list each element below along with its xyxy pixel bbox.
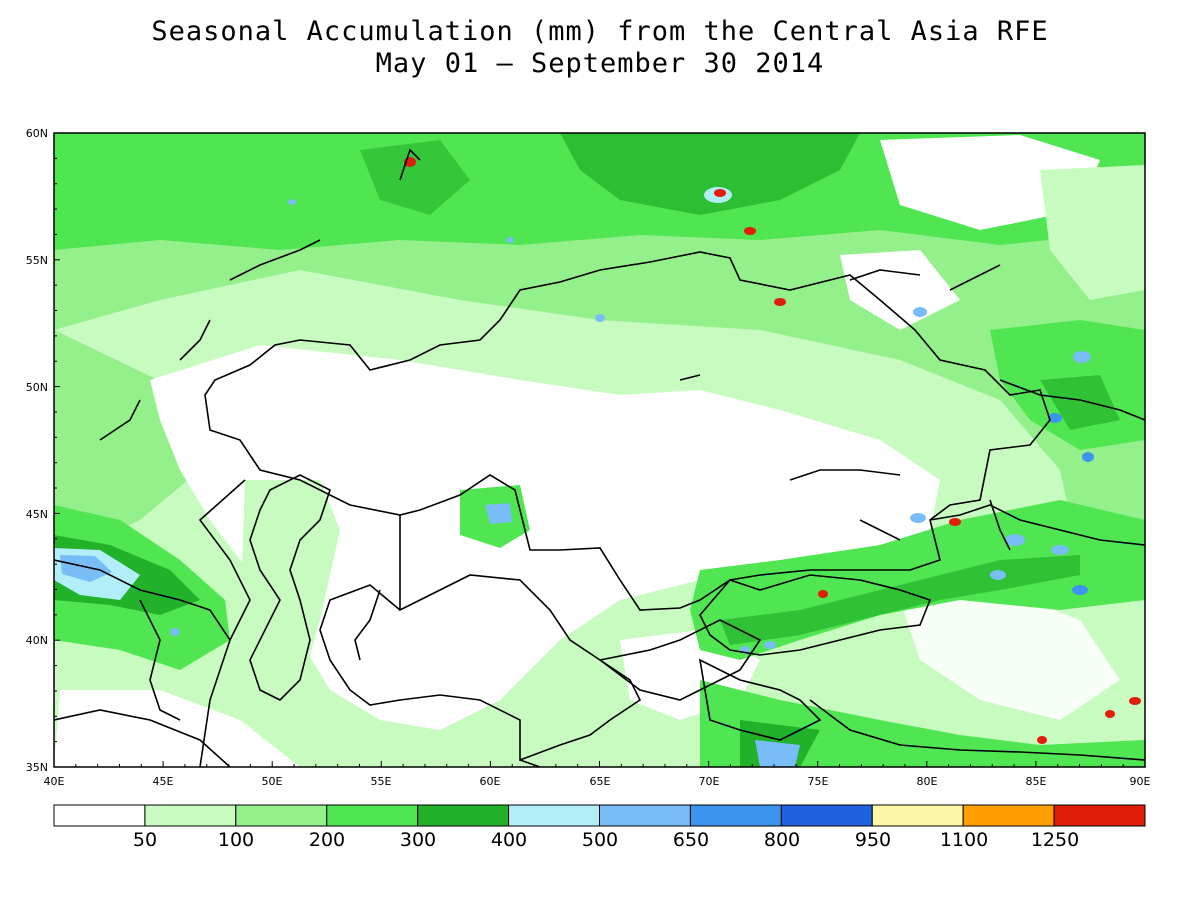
lat-label-60n: 60N	[26, 127, 48, 140]
precip-dry-core	[150, 345, 940, 730]
colorbar-labels: 50 100 200 300 400 500 650 800 950 1100 …	[133, 829, 1079, 851]
lon-label-80e: 80E	[917, 775, 938, 788]
lon-label-50e: 50E	[262, 775, 283, 788]
precip-north-dark	[560, 133, 860, 215]
colorbar-swatch-7	[689, 804, 782, 827]
lon-label-85e: 85E	[1026, 775, 1047, 788]
colorbar-label-500: 500	[582, 829, 618, 851]
lon-labels: 40E 45E 50E 55E 60E 65E 70E 75E 80E 85E …	[44, 775, 1151, 788]
colorbar-label-1100: 1100	[940, 829, 988, 851]
precip-ne-light	[1040, 165, 1145, 300]
precip-altai-dark	[1040, 375, 1120, 430]
colorbar-swatch-0	[53, 804, 146, 827]
colorbar-swatch-9	[871, 804, 964, 827]
lon-label-75e: 75E	[808, 775, 829, 788]
precip-field	[54, 133, 1145, 767]
colorbar-swatch-2	[235, 804, 328, 827]
colorbar	[53, 804, 1146, 827]
colorbar-label-1250: 1250	[1031, 829, 1079, 851]
colorbar-swatch-1	[144, 804, 237, 827]
colorbar-label-800: 800	[764, 829, 800, 851]
colorbar-label-200: 200	[309, 829, 345, 851]
lat-label-55n: 55N	[26, 254, 48, 267]
lat-label-35n: 35N	[26, 761, 48, 774]
lat-labels: 60N 55N 50N 45N 40N 35N	[26, 127, 48, 774]
colorbar-label-300: 300	[400, 829, 436, 851]
precip-tienshan-dark	[720, 555, 1080, 645]
axis-ticks	[53, 132, 1146, 768]
colorbar-label-100: 100	[218, 829, 254, 851]
precip-north-band	[54, 133, 1145, 250]
precip-dry-sw	[54, 690, 300, 767]
country-borders	[54, 148, 1145, 767]
precip-caspian-strip	[240, 480, 340, 690]
lon-label-40e: 40E	[44, 775, 65, 788]
colorbar-swatch-5	[508, 804, 601, 827]
lon-label-55e: 55E	[371, 775, 392, 788]
colorbar-label-950: 950	[855, 829, 891, 851]
lat-label-45n: 45N	[26, 508, 48, 521]
colorbar-label-650: 650	[673, 829, 709, 851]
precip-blue-spots	[170, 157, 1141, 744]
lat-label-40n: 40N	[26, 634, 48, 647]
lon-label-45e: 45E	[153, 775, 174, 788]
precip-ne-dry-2	[840, 250, 960, 330]
map-subtitle: May 01 – September 30 2014	[375, 48, 825, 79]
colorbar-swatch-3	[326, 804, 419, 827]
lat-label-50n: 50N	[26, 381, 48, 394]
lon-label-70e: 70E	[699, 775, 720, 788]
colorbar-swatch-10	[962, 804, 1055, 827]
colorbar-swatch-4	[417, 804, 510, 827]
lon-label-90e: 90E	[1130, 775, 1151, 788]
precip-himalaya-blue	[755, 740, 800, 767]
precip-north-dark-2	[360, 140, 470, 215]
colorbar-label-400: 400	[491, 829, 527, 851]
precip-caucasus-blue-2	[60, 555, 112, 582]
precip-dry-se	[900, 590, 1120, 720]
lon-label-60e: 60E	[480, 775, 501, 788]
lon-label-65e: 65E	[590, 775, 611, 788]
colorbar-swatch-11	[1053, 804, 1146, 827]
precip-aral-blue	[485, 503, 512, 524]
colorbar-swatch-8	[780, 804, 873, 827]
colorbar-label-50: 50	[133, 829, 157, 851]
map-title: Seasonal Accumulation (mm) from the Cent…	[151, 16, 1049, 47]
colorbar-swatch-6	[599, 804, 691, 827]
